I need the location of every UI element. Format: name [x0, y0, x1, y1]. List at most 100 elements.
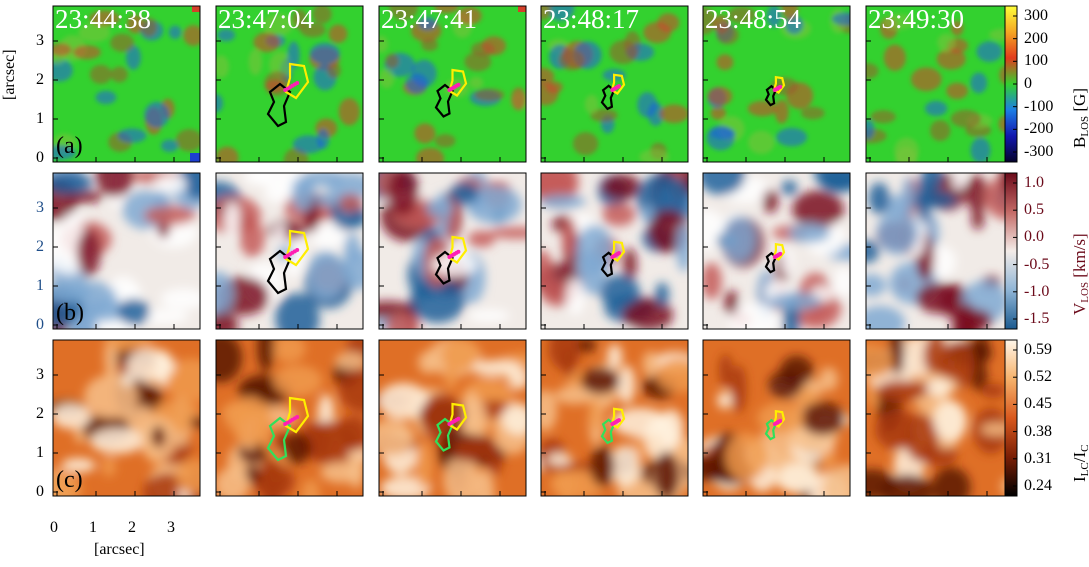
- y-tick-label: 2: [36, 71, 44, 88]
- colorbar-tick-label: 0.59: [1024, 341, 1052, 358]
- x-tick-label: 1: [89, 519, 97, 536]
- colorbar-3: [1004, 339, 1018, 497]
- colorbar-tick-label: 0.5: [1024, 201, 1044, 219]
- x-tick-label: 3: [167, 519, 175, 536]
- colorbar-title-1: BLOS [G]: [1070, 88, 1089, 148]
- colorbar-tick-label: 200: [1024, 29, 1048, 47]
- colorbar-tick-label: -1.0: [1024, 282, 1050, 300]
- colorbar-tick-label: 0.24: [1024, 477, 1052, 494]
- negative-polarity-contour: [772, 242, 786, 261]
- pil-marker: [616, 84, 621, 89]
- timestamp-6: 23:49:30: [868, 4, 965, 34]
- panel-b-6: [865, 172, 1014, 330]
- timestamp-1: 23:44:38: [55, 4, 152, 34]
- y-tick-label: 1: [36, 277, 44, 294]
- pil-marker: [456, 416, 461, 421]
- y-axis-label: [arcsec]: [1, 49, 18, 100]
- panel-a-4: [540, 5, 689, 163]
- colorbar-1: [1004, 5, 1018, 163]
- pil-marker: [295, 81, 300, 85]
- y-tick-label: 3: [36, 366, 44, 383]
- pil-marker: [456, 249, 461, 254]
- y-tick-label: 0: [36, 149, 44, 166]
- pil-marker: [778, 84, 783, 89]
- pil-marker: [778, 418, 783, 423]
- timestamp-5: 23:48:54: [705, 4, 802, 34]
- colorbar-title-3: ILC/IC: [1070, 445, 1089, 482]
- y-tick-label: 1: [36, 444, 44, 461]
- panel-c-3: [378, 339, 527, 497]
- pil-marker: [778, 251, 783, 256]
- colorbar-tick-label: -100: [1024, 97, 1054, 115]
- positive-polarity-contour: [600, 251, 616, 278]
- timestamp-3: 23:47:41: [381, 4, 478, 34]
- positive-polarity-contour: [266, 416, 292, 462]
- panel-c-5: [702, 339, 851, 497]
- x-tick-label: 2: [128, 519, 136, 536]
- negative-polarity-contour: [284, 229, 310, 267]
- negative-polarity-contour: [448, 402, 468, 431]
- x-axis-label: [arcsec]: [94, 541, 145, 558]
- negative-polarity-contour: [448, 68, 468, 97]
- colorbar-tick-label: -200: [1024, 120, 1054, 138]
- pil-marker: [616, 418, 621, 423]
- panel-c-4: [540, 339, 689, 497]
- negative-polarity-contour: [610, 407, 626, 429]
- negative-polarity-contour: [772, 409, 786, 428]
- y-tick-label: 0: [36, 483, 44, 500]
- panel-a-2: [215, 5, 364, 163]
- panel-label-3: (c): [56, 467, 83, 493]
- colorbar-tick-label: 1.0: [1024, 174, 1044, 191]
- negative-polarity-contour: [284, 62, 310, 100]
- colorbar-tick-label: 0.38: [1024, 422, 1052, 440]
- positive-polarity-contour: [600, 418, 616, 445]
- timestamp-4: 23:48:17: [543, 4, 640, 34]
- colorbar-tick-label: 0.45: [1024, 395, 1052, 413]
- y-tick-label: 2: [36, 238, 44, 255]
- panel-label-1: (a): [56, 133, 83, 159]
- colorbar-tick-label: 0.52: [1024, 368, 1052, 386]
- negative-polarity-contour: [610, 240, 626, 262]
- negative-polarity-contour: [284, 396, 310, 434]
- colorbar-2: [1004, 172, 1018, 330]
- panel-a-5: [702, 5, 851, 163]
- positive-polarity-contour: [434, 83, 454, 118]
- x-tick-label: 0: [50, 519, 58, 536]
- colorbar-tick-label: -0.5: [1024, 255, 1050, 273]
- negative-polarity-contour: [448, 235, 468, 264]
- colorbar-title-2: VLOS [km/s]: [1070, 233, 1089, 315]
- positive-polarity-contour: [600, 84, 616, 111]
- panel-label-2: (b): [56, 300, 84, 326]
- pil-marker: [456, 82, 461, 87]
- pil-marker: [295, 248, 300, 252]
- colorbar-tick-label: 300: [1024, 7, 1048, 24]
- positive-polarity-contour: [434, 250, 454, 285]
- panel-c-2: [215, 339, 364, 497]
- positive-polarity-contour: [266, 249, 292, 295]
- panel-c-1: [52, 339, 201, 497]
- panel-a-3: [378, 5, 527, 163]
- panel-c-6: [865, 339, 1014, 497]
- y-tick-label: 0: [36, 316, 44, 333]
- pil-marker: [616, 251, 621, 256]
- colorbar-tick-label: 100: [1024, 52, 1048, 70]
- positive-polarity-contour: [434, 417, 454, 452]
- panel-a-1: [52, 5, 201, 163]
- colorbar-tick-label: 0.0: [1024, 228, 1044, 246]
- positive-polarity-contour: [266, 82, 292, 128]
- colorbar-tick-label: 0: [1024, 75, 1032, 92]
- timestamp-2: 23:47:04: [218, 4, 315, 34]
- y-tick-label: 3: [36, 199, 44, 216]
- panel-b-4: [540, 172, 689, 330]
- y-tick-label: 1: [36, 110, 44, 127]
- negative-polarity-contour: [772, 75, 786, 94]
- colorbar-tick-label: -1.5: [1024, 310, 1050, 327]
- panel-b-1: [52, 172, 201, 330]
- colorbar-tick-label: -300: [1024, 143, 1054, 160]
- panel-b-5: [702, 172, 851, 330]
- panel-b-2: [215, 172, 364, 330]
- colorbar-tick-label: 0.31: [1024, 449, 1052, 467]
- panel-a-6: [865, 5, 1014, 163]
- y-tick-label: 2: [36, 405, 44, 422]
